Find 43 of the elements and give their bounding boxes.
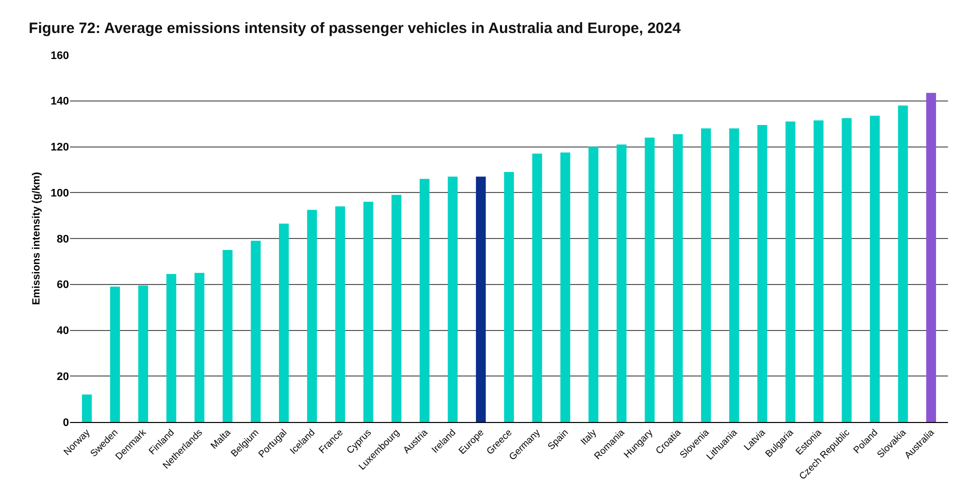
y-tick-label: 40 bbox=[56, 325, 69, 338]
bar bbox=[560, 152, 570, 422]
bar bbox=[644, 138, 655, 422]
bar bbox=[307, 210, 317, 422]
bar bbox=[420, 178, 430, 422]
bar bbox=[729, 128, 740, 422]
bar bbox=[194, 272, 204, 422]
bar bbox=[785, 122, 796, 422]
bar bbox=[250, 240, 261, 422]
y-tick-label: 100 bbox=[50, 187, 69, 200]
y-tick-label: 60 bbox=[56, 279, 69, 292]
bar bbox=[110, 286, 120, 422]
bar bbox=[616, 144, 626, 422]
bar bbox=[222, 250, 233, 422]
bar bbox=[166, 274, 176, 422]
y-tick-label: 20 bbox=[56, 370, 69, 383]
bar bbox=[532, 154, 542, 422]
bar bbox=[588, 146, 598, 422]
x-tick-label: Italy bbox=[578, 427, 600, 448]
bar bbox=[448, 176, 458, 422]
bar bbox=[926, 92, 936, 422]
chart-title: Figure 72: Average emissions intensity of passenger vehicles in Australia and Europe, 2024 bbox=[28, 20, 682, 37]
bar bbox=[392, 194, 402, 422]
y-tick-label: 160 bbox=[50, 50, 69, 62]
bar bbox=[278, 224, 289, 422]
bar bbox=[701, 128, 711, 422]
bar bbox=[363, 202, 374, 422]
bar bbox=[814, 120, 824, 422]
y-tick-label: 0 bbox=[62, 416, 69, 429]
bar bbox=[870, 116, 880, 422]
bar bbox=[476, 176, 486, 422]
y-tick-label: 120 bbox=[50, 142, 69, 154]
bar bbox=[757, 124, 768, 422]
bar bbox=[138, 286, 148, 422]
y-axis-title: Emissions intensity (g/km) bbox=[30, 172, 42, 306]
bar bbox=[504, 172, 514, 422]
y-tick-label: 140 bbox=[50, 96, 69, 108]
bar bbox=[898, 105, 908, 422]
bar bbox=[82, 394, 92, 422]
bar bbox=[842, 118, 852, 422]
bar bbox=[335, 206, 346, 422]
bar bbox=[672, 134, 683, 422]
y-tick-label: 80 bbox=[56, 233, 69, 246]
